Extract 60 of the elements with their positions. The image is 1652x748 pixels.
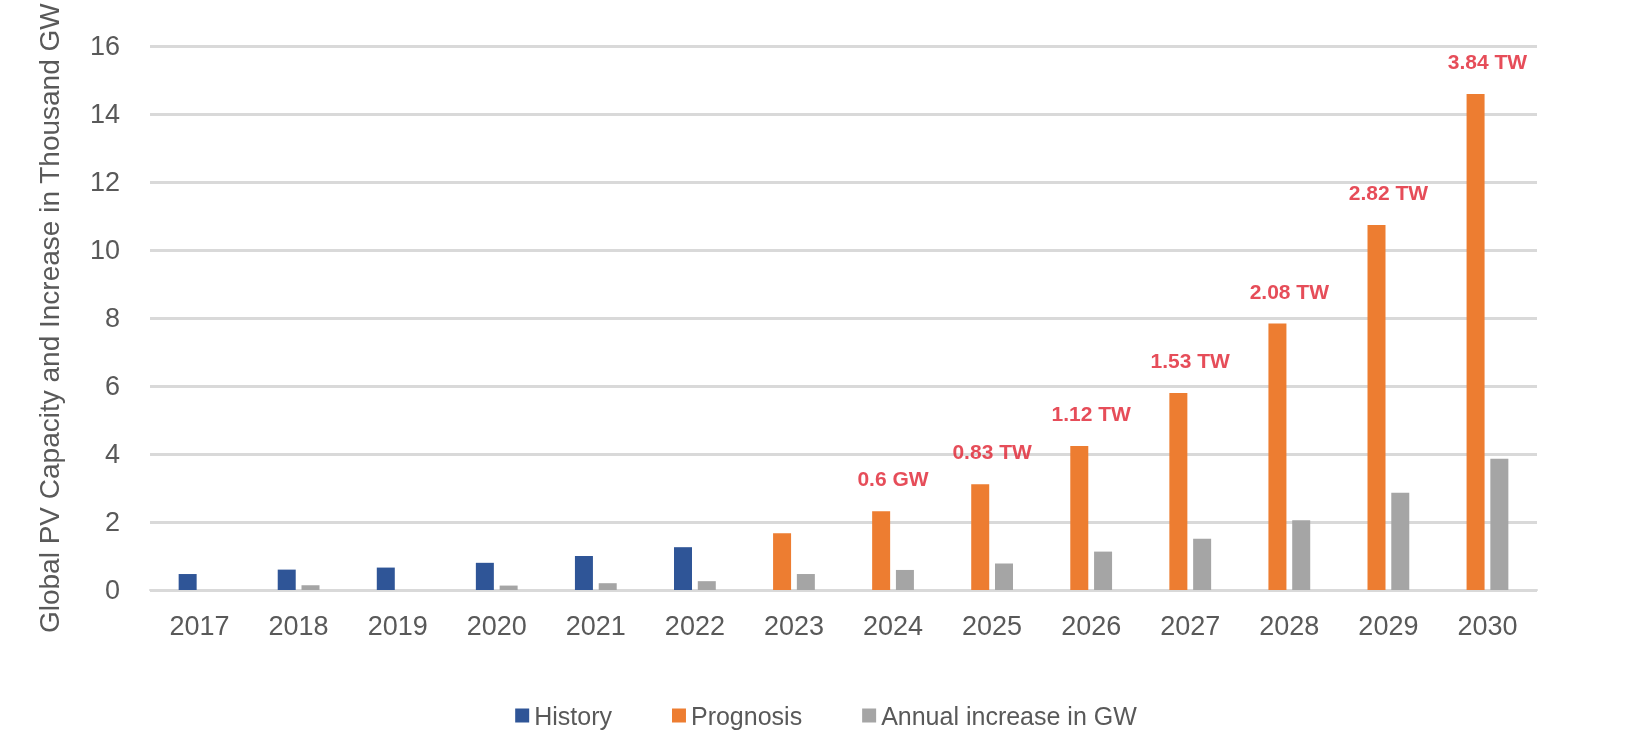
annotation: 3.84 TW [1447,49,1528,73]
bar [1169,392,1188,590]
annotation: 2.08 TW [1249,279,1330,303]
bar [697,581,716,590]
bar [1292,520,1311,590]
bar [674,547,692,590]
bar [995,563,1013,590]
annotation: 0.83 TW [952,440,1032,464]
bar [796,574,815,590]
bar [895,569,914,590]
bar [178,574,197,590]
annotation: 0.6 GW [857,467,929,491]
y-tick-label: 8 [104,303,120,334]
bar [1070,445,1089,590]
x-tick-label: 2022 [664,610,725,641]
bar [1391,492,1410,590]
y-tick-label: 16 [89,31,120,62]
bar [1268,323,1287,590]
bar [598,583,617,590]
x-tick-label: 2021 [565,610,626,641]
y-axis-title: Global PV Capacity and Increase in Thousand GW [33,2,65,634]
y-tick-label: 12 [89,167,120,198]
x-tick-label: 2028 [1259,610,1320,641]
x-tick-label: 2024 [863,610,924,641]
x-tick-label: 2027 [1160,610,1221,641]
legend-label: Annual increase in GW [881,701,1138,730]
x-tick-label: 2017 [169,610,230,641]
bar [971,484,990,590]
x-tick-label: 2020 [466,610,527,641]
bar [1193,538,1212,590]
x-tick-label: 2025 [962,610,1023,641]
annotation: 1.53 TW [1150,348,1231,372]
annotation: 2.82 TW [1348,181,1429,205]
legend-label: Prognosis [690,701,803,730]
bar [1367,225,1386,590]
bar [1490,458,1509,590]
x-tick-label: 2018 [268,610,329,641]
bar [277,569,296,590]
x-tick-label: 2023 [763,610,824,641]
x-tick-label: 2026 [1061,610,1122,641]
bar [376,567,395,590]
y-tick-label: 4 [104,439,120,470]
bar [872,511,891,590]
x-tick-label: 2019 [367,610,428,641]
y-tick-label: 10 [89,235,120,266]
x-tick-label: 2029 [1358,610,1419,641]
annotation: 1.12 TW [1051,401,1132,425]
bar [475,562,494,590]
bar [1094,551,1113,590]
bar [773,533,792,590]
bar [574,556,593,590]
legend-label: History [534,701,613,730]
y-tick-label: 2 [104,507,120,538]
bar [1466,93,1485,590]
y-tick-label: 0 [104,575,120,605]
bar [301,585,320,590]
y-tick-label: 14 [89,99,120,130]
x-tick-label: 2030 [1457,610,1518,641]
y-tick-label: 6 [104,371,120,402]
bar [499,585,518,590]
